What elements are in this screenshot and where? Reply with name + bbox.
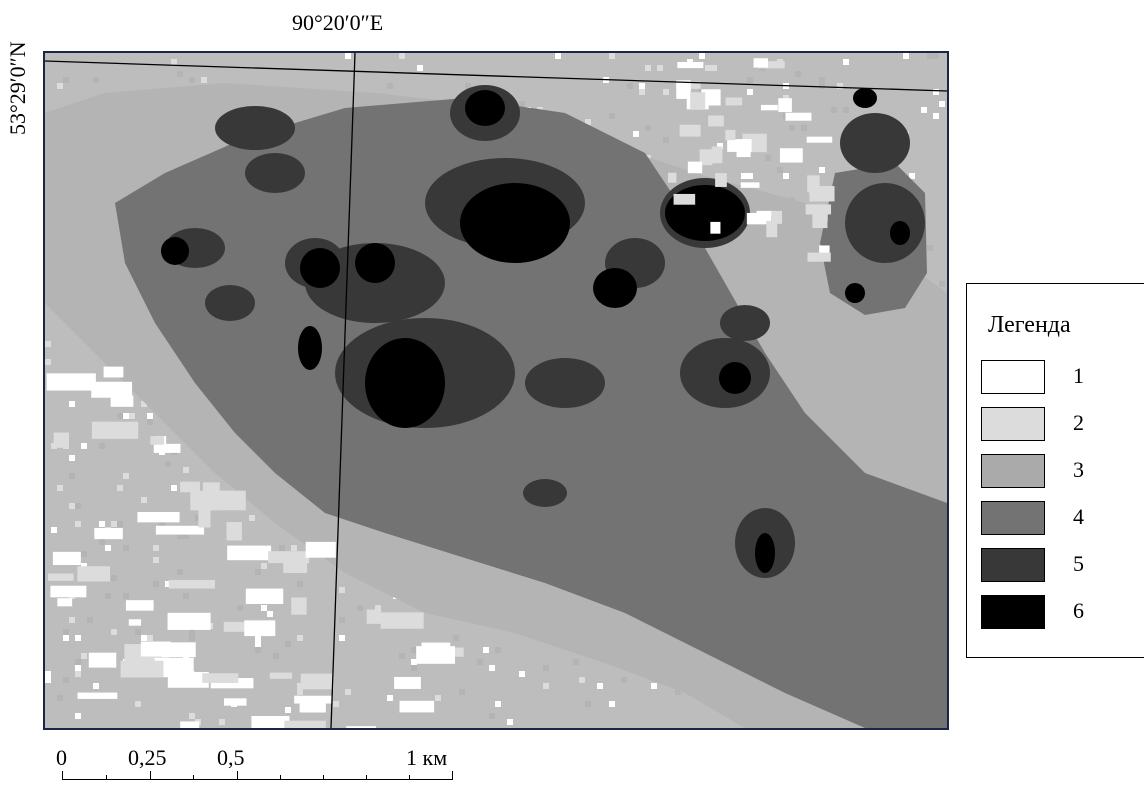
scale-tick — [193, 775, 194, 780]
scale-tick — [366, 775, 367, 780]
legend-box: Легенда 1 2 3 4 5 6 — [966, 283, 1144, 658]
legend-item-5: 5 — [981, 548, 1131, 588]
legend-label-5: 5 — [1073, 551, 1084, 576]
parallel-line — [45, 60, 947, 92]
zone-class-6-patches — [161, 88, 910, 573]
legend-swatch-3 — [981, 454, 1045, 488]
scale-label-025: 0,25 — [128, 745, 167, 770]
legend-title: Легенда — [988, 312, 1071, 338]
legend-item-4: 4 — [981, 501, 1131, 541]
legend-item-3: 3 — [981, 454, 1131, 494]
scale-tick — [323, 775, 324, 780]
legend-label-6: 6 — [1073, 598, 1084, 623]
scale-bar: 0 0,25 0,5 1 км — [40, 745, 500, 787]
longitude-label: 90°20′0″E — [292, 10, 384, 35]
legend-item-1: 1 — [981, 360, 1131, 400]
legend-swatch-2 — [981, 407, 1045, 441]
scale-tick — [237, 771, 238, 780]
scale-tick — [150, 771, 151, 780]
scale-tick — [409, 775, 410, 780]
legend-swatch-5 — [981, 548, 1045, 582]
legend-swatch-1 — [981, 360, 1045, 394]
scale-tick — [452, 771, 453, 780]
scale-label-1km: 1 км — [406, 745, 448, 770]
legend-item-2: 2 — [981, 407, 1131, 447]
scale-line — [62, 779, 452, 780]
legend-item-6: 6 — [981, 595, 1131, 635]
legend-label-1: 1 — [1073, 363, 1084, 388]
raster-map-canvas[interactable] — [45, 53, 947, 728]
scale-label-0: 0 — [56, 745, 67, 770]
scale-tick — [62, 771, 63, 780]
meridian-line — [330, 53, 356, 728]
scale-tick — [106, 775, 107, 780]
legend-swatch-6 — [981, 595, 1045, 629]
latitude-label: 53°29′0″N — [5, 41, 30, 135]
scale-tick — [280, 775, 281, 780]
legend-label-4: 4 — [1073, 504, 1084, 529]
classified-raster-map[interactable] — [43, 51, 949, 730]
legend-label-3: 3 — [1073, 457, 1084, 482]
legend-swatch-4 — [981, 501, 1045, 535]
legend-label-2: 2 — [1073, 410, 1084, 435]
zone-class-1-2-streaks — [46, 58, 835, 728]
scale-label-05: 0,5 — [217, 745, 245, 770]
